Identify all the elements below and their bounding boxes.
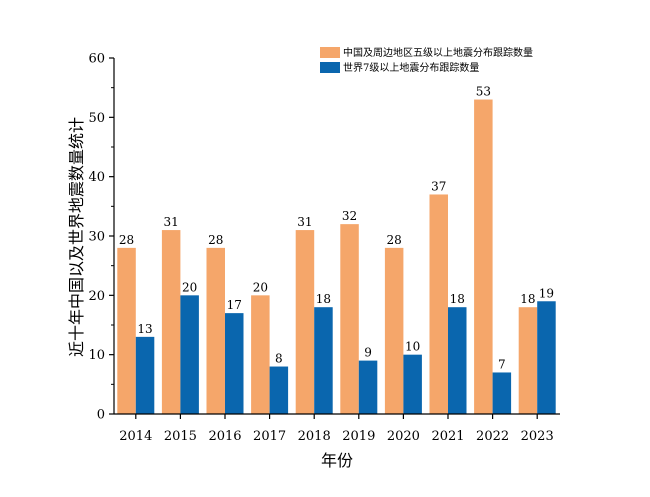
- x-tick-label: 2022: [476, 429, 509, 444]
- bars-layer: [117, 99, 556, 415]
- x-tick-label: 2020: [387, 429, 420, 444]
- data-label-series-2-2014: 13: [137, 322, 152, 336]
- data-label-series-2-2023: 19: [539, 286, 554, 300]
- x-tick-label: 2019: [342, 429, 375, 444]
- data-labels-layer: 28 31 28 20 31 32 28 37 53 18 13 20 17 8 18 9 10 18 7 19: [119, 85, 554, 372]
- bar-series-1-2021: [429, 194, 448, 414]
- data-label-series-2-2017: 8: [275, 352, 283, 366]
- bar-series-2-2023: [537, 301, 556, 414]
- bar-series-1-2022: [474, 99, 493, 415]
- legend-swatch-series-2: [320, 62, 340, 73]
- data-label-series-2-2019: 9: [364, 346, 372, 360]
- bar-series-1-2020: [384, 247, 404, 414]
- data-label-series-1-2023: 18: [520, 292, 535, 306]
- data-label-series-2-2021: 18: [450, 292, 465, 306]
- legend-swatch-series-1: [320, 47, 340, 58]
- data-label-series-1-2021: 37: [431, 179, 446, 193]
- x-tick-label: 2018: [298, 429, 331, 444]
- data-label-series-2-2015: 20: [182, 280, 197, 294]
- bar-series-1-2015: [161, 230, 181, 414]
- data-label-series-1-2017: 20: [253, 280, 268, 294]
- bar-series-2-2022: [492, 372, 512, 414]
- bar-series-2-2014: [135, 336, 155, 414]
- data-label-series-2-2016: 17: [227, 298, 242, 312]
- bar-series-2-2017: [269, 366, 289, 414]
- x-axis-title: 年份: [321, 451, 353, 470]
- bar-series-2-2018: [314, 307, 333, 414]
- bar-series-2-2019: [358, 360, 378, 414]
- data-label-series-1-2018: 31: [297, 215, 312, 229]
- data-label-series-1-2014: 28: [119, 233, 134, 247]
- bar-series-1-2017: [251, 295, 270, 414]
- bar-series-1-2018: [295, 230, 315, 414]
- legend-label-series-2: 世界7级以上地震分布跟踪数量: [343, 61, 479, 74]
- bar-series-2-2015: [180, 295, 199, 414]
- bar-series-1-2016: [206, 247, 225, 414]
- data-label-series-1-2015: 31: [164, 215, 179, 229]
- data-label-series-1-2022: 53: [476, 85, 491, 99]
- data-label-series-2-2022: 7: [498, 357, 506, 371]
- y-tick-label: 50: [88, 111, 105, 126]
- data-label-series-1-2019: 32: [342, 209, 357, 223]
- y-tick-label: 60: [88, 52, 105, 67]
- y-tick-label: 30: [88, 230, 105, 245]
- x-tick-label: 2023: [521, 429, 554, 444]
- legend: 中国及周边地区五级以上地震分布跟踪数量 世界7级以上地震分布跟踪数量: [320, 46, 533, 74]
- x-tick-label: 2017: [253, 429, 286, 444]
- x-tick-label: 2015: [164, 429, 197, 444]
- bar-series-2-2016: [225, 313, 244, 414]
- y-tick-label: 10: [88, 348, 105, 363]
- x-tick-label: 2021: [431, 429, 464, 444]
- bar-series-1-2014: [117, 247, 136, 414]
- legend-label-series-1: 中国及周边地区五级以上地震分布跟踪数量: [343, 46, 533, 59]
- data-label-series-1-2016: 28: [208, 233, 223, 247]
- bar-series-2-2020: [403, 354, 422, 414]
- y-axis-title: 近十年中国以及世界地震数量统计: [67, 117, 86, 357]
- data-label-series-1-2020: 28: [387, 233, 402, 247]
- y-tick-label: 40: [88, 170, 105, 185]
- y-tick-label: 20: [88, 289, 105, 304]
- bar-series-1-2023: [518, 307, 538, 414]
- data-label-series-2-2018: 18: [316, 292, 331, 306]
- y-tick-label: 0: [97, 408, 105, 423]
- bar-series-1-2019: [340, 224, 359, 414]
- data-label-series-2-2020: 10: [405, 340, 420, 354]
- bar-series-2-2021: [448, 307, 467, 414]
- x-ticks: 2014 2015 2016 2017 2018 2019 2020 2021 2022 2023: [119, 414, 554, 444]
- x-tick-label: 2014: [119, 429, 152, 444]
- y-ticks: 0 10 20 30 40 50 60: [88, 52, 114, 423]
- x-tick-label: 2016: [208, 429, 241, 444]
